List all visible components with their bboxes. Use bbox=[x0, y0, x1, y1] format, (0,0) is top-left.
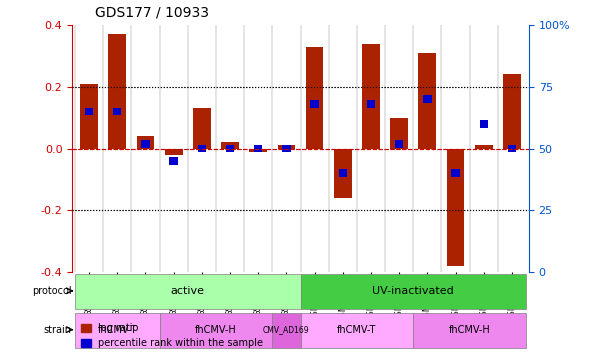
FancyBboxPatch shape bbox=[300, 274, 526, 309]
Text: active: active bbox=[171, 286, 205, 296]
Bar bbox=[282, 145, 291, 152]
Bar bbox=[80, 84, 98, 149]
Legend: log ratio, percentile rank within the sample: log ratio, percentile rank within the sa… bbox=[77, 320, 267, 352]
Bar bbox=[136, 136, 154, 149]
FancyBboxPatch shape bbox=[300, 313, 413, 348]
Bar bbox=[85, 108, 93, 115]
Bar bbox=[141, 140, 150, 147]
Text: fhCMV-H: fhCMV-H bbox=[449, 325, 490, 335]
Bar bbox=[310, 100, 319, 108]
Bar bbox=[480, 120, 488, 128]
Bar bbox=[221, 142, 239, 149]
Bar bbox=[451, 170, 460, 177]
Text: fhCMV-T: fhCMV-T bbox=[337, 325, 377, 335]
Text: fhCMV-H: fhCMV-H bbox=[195, 325, 237, 335]
Bar bbox=[113, 108, 121, 115]
Text: GDS177 / 10933: GDS177 / 10933 bbox=[95, 6, 209, 20]
Bar bbox=[226, 145, 234, 152]
Bar bbox=[503, 74, 521, 149]
FancyBboxPatch shape bbox=[413, 313, 526, 348]
Bar bbox=[169, 157, 178, 165]
Bar bbox=[108, 34, 126, 149]
Bar bbox=[306, 47, 323, 149]
Bar bbox=[508, 145, 516, 152]
FancyBboxPatch shape bbox=[75, 274, 300, 309]
FancyBboxPatch shape bbox=[159, 313, 272, 348]
Bar bbox=[475, 146, 493, 149]
Text: UV-inactivated: UV-inactivated bbox=[373, 286, 454, 296]
Bar bbox=[447, 149, 465, 266]
FancyBboxPatch shape bbox=[272, 313, 300, 348]
Bar bbox=[423, 95, 432, 103]
Bar bbox=[249, 149, 267, 152]
Bar bbox=[338, 170, 347, 177]
FancyBboxPatch shape bbox=[75, 313, 159, 348]
Bar bbox=[193, 109, 211, 149]
Text: strain: strain bbox=[43, 325, 72, 335]
Bar bbox=[254, 145, 263, 152]
Bar bbox=[334, 149, 352, 198]
Bar bbox=[390, 118, 408, 149]
Bar bbox=[395, 140, 403, 147]
Bar bbox=[362, 44, 380, 149]
Text: protocol: protocol bbox=[32, 286, 72, 296]
Bar bbox=[198, 145, 206, 152]
Text: CMV_AD169: CMV_AD169 bbox=[263, 325, 310, 334]
Bar bbox=[165, 149, 183, 155]
Bar bbox=[367, 100, 375, 108]
Bar bbox=[278, 146, 295, 149]
Bar bbox=[418, 53, 436, 149]
Text: fhCMV-T: fhCMV-T bbox=[97, 325, 137, 335]
